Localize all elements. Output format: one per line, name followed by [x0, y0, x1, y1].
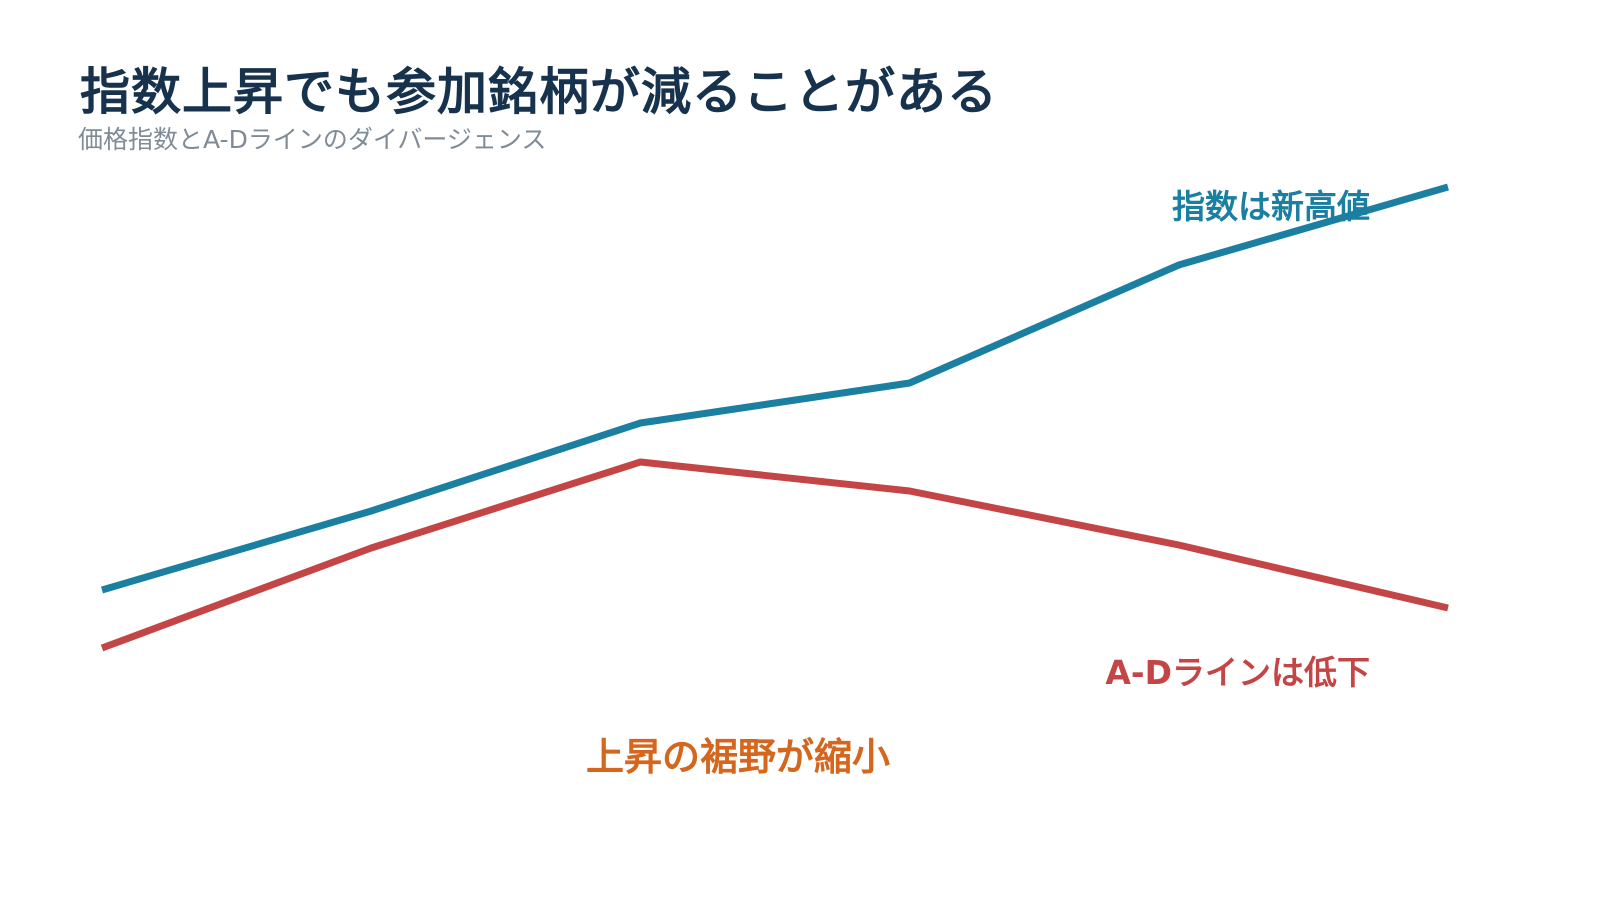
series-label-index: 指数は新高値: [1172, 187, 1370, 226]
series-line-index: [101, 183, 1449, 594]
chart-subtitle: 価格指数とA-Dラインのダイバージェンス: [78, 125, 547, 154]
chart-title: 指数上昇でも参加銘柄が減ることがある: [80, 63, 998, 121]
annotation-narrowing-breadth: 上昇の裾野が縮小: [586, 735, 890, 779]
series-lines: [100, 183, 1449, 652]
series-line-ad: [100, 458, 1449, 652]
series-label-ad-line: A-Dラインは低下: [1105, 653, 1370, 692]
